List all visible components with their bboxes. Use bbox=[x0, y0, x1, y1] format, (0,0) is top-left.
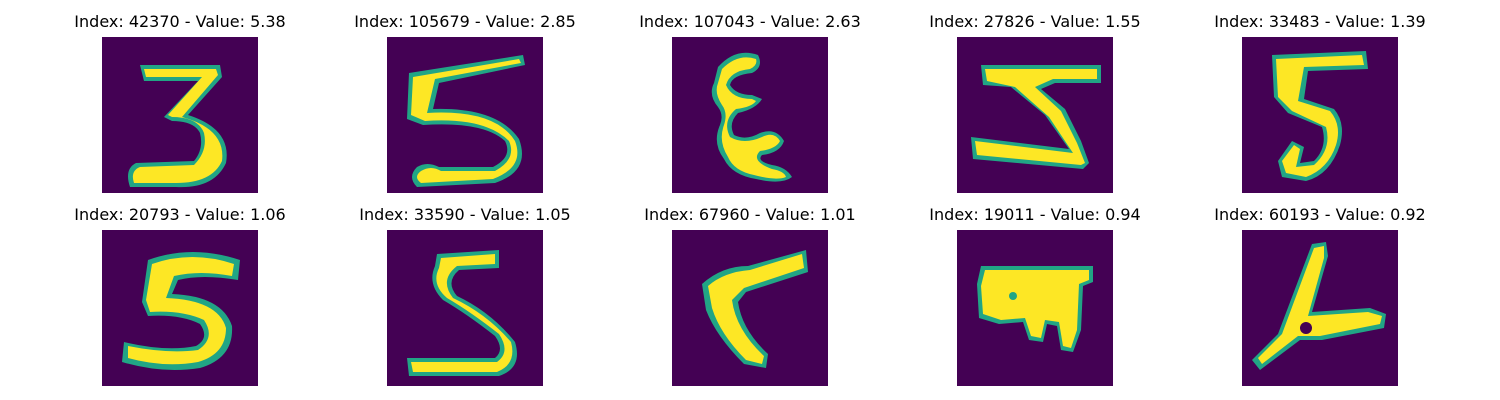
digit-image bbox=[387, 37, 543, 193]
panel-4: Index: 27826 - Value: 1.55 bbox=[905, 12, 1165, 202]
digit-image bbox=[387, 230, 543, 386]
panel-title: Index: 60193 - Value: 0.92 bbox=[1214, 205, 1426, 224]
panel-1: Index: 42370 - Value: 5.38 bbox=[50, 12, 310, 202]
panel-title: Index: 33590 - Value: 1.05 bbox=[359, 205, 571, 224]
panel-7: Index: 33590 - Value: 1.05 bbox=[335, 205, 595, 395]
panel-2: Index: 105679 - Value: 2.85 bbox=[335, 12, 595, 202]
panel-8: Index: 67960 - Value: 1.01 bbox=[620, 205, 880, 395]
panel-title: Index: 42370 - Value: 5.38 bbox=[74, 12, 286, 31]
panel-title: Index: 19011 - Value: 0.94 bbox=[929, 205, 1141, 224]
panel-title: Index: 105679 - Value: 2.85 bbox=[354, 12, 576, 31]
digit-image bbox=[957, 230, 1113, 386]
digit-image bbox=[672, 230, 828, 386]
digit-image bbox=[957, 37, 1113, 193]
digit-image bbox=[672, 37, 828, 193]
panel-5: Index: 33483 - Value: 1.39 bbox=[1190, 12, 1450, 202]
panel-title: Index: 67960 - Value: 1.01 bbox=[644, 205, 856, 224]
digit-image bbox=[102, 230, 258, 386]
panel-3: Index: 107043 - Value: 2.63 bbox=[620, 12, 880, 202]
panel-9: Index: 19011 - Value: 0.94 bbox=[905, 205, 1165, 395]
digit-image bbox=[1242, 37, 1398, 193]
panel-title: Index: 33483 - Value: 1.39 bbox=[1214, 12, 1426, 31]
panel-title: Index: 107043 - Value: 2.63 bbox=[639, 12, 861, 31]
panel-title: Index: 20793 - Value: 1.06 bbox=[74, 205, 286, 224]
panel-title: Index: 27826 - Value: 1.55 bbox=[929, 12, 1141, 31]
digit-image bbox=[102, 37, 258, 193]
digit-image bbox=[1242, 230, 1398, 386]
panel-6: Index: 20793 - Value: 1.06 bbox=[50, 205, 310, 395]
panel-10: Index: 60193 - Value: 0.92 bbox=[1190, 205, 1450, 395]
